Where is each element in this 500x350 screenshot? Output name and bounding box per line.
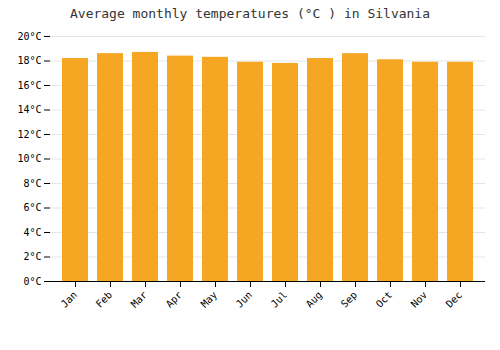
svg-text:May: May (199, 289, 220, 310)
svg-text:20°C: 20°C (17, 31, 41, 42)
svg-text:Jan: Jan (59, 289, 80, 310)
svg-text:2°C: 2°C (23, 251, 41, 262)
svg-text:0°C: 0°C (23, 276, 41, 287)
svg-text:4°C: 4°C (23, 227, 41, 238)
svg-text:Jun: Jun (234, 289, 255, 310)
svg-text:10°C: 10°C (17, 153, 41, 164)
svg-text:8°C: 8°C (23, 178, 41, 189)
svg-text:16°C: 16°C (17, 80, 41, 91)
svg-text:6°C: 6°C (23, 202, 41, 213)
svg-text:Oct: Oct (374, 289, 395, 310)
svg-text:Aug: Aug (304, 289, 325, 310)
svg-text:18°C: 18°C (17, 55, 41, 66)
svg-text:Nov: Nov (409, 289, 430, 310)
svg-text:12°C: 12°C (17, 129, 41, 140)
html-text:Average monthly temperatures (: Average monthly temperatures (°C ) in Si… (70, 6, 430, 21)
svg-text:14°C: 14°C (17, 104, 41, 115)
svg-text:Mar: Mar (129, 289, 150, 310)
svg-text:Sep: Sep (339, 289, 360, 310)
svg-text:Feb: Feb (94, 289, 115, 310)
svg-text:Jul: Jul (269, 289, 290, 310)
svg-text:Apr: Apr (164, 289, 185, 310)
svg-text:Dec: Dec (444, 289, 465, 310)
